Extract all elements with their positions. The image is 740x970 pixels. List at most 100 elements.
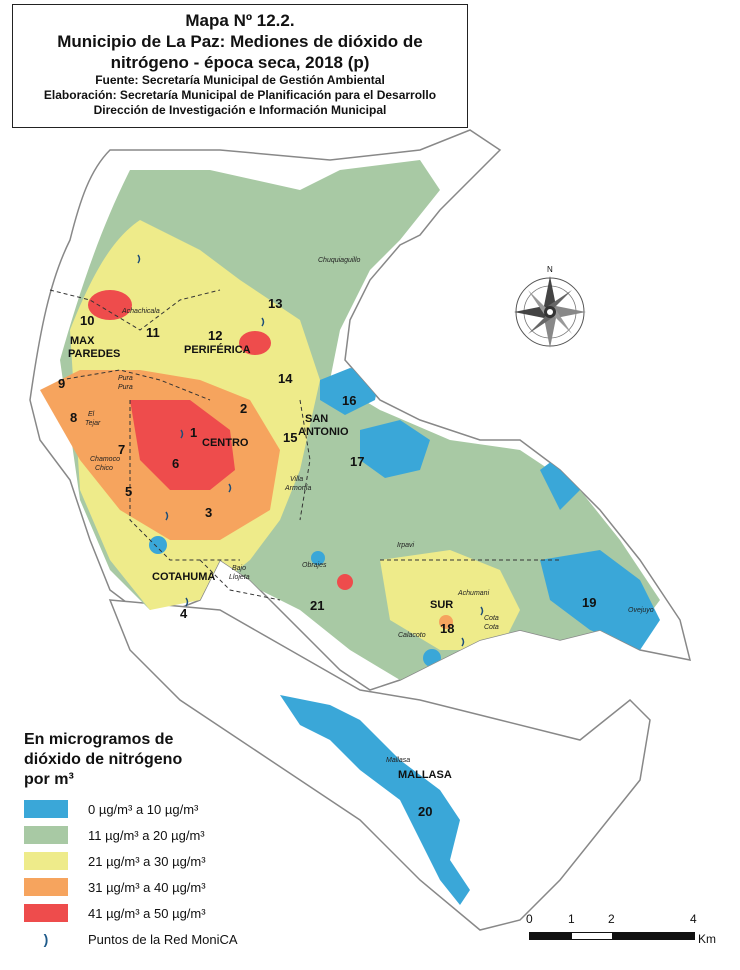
zone-41-50-achachicala <box>88 290 132 320</box>
scale-tick-label: 2 <box>608 912 615 926</box>
district-number: 7 <box>118 442 125 457</box>
zone-41-50-centro <box>130 400 235 490</box>
compass-rose: N <box>514 265 586 348</box>
place-label: Calacoto <box>398 632 426 639</box>
map-direction: Dirección de Investigación e Información… <box>93 103 387 117</box>
place-label: Chuquiaguillo <box>318 257 361 264</box>
legend-swatch <box>24 904 68 922</box>
place-label: Cota <box>484 624 499 631</box>
legend-item-monitoring: ) Puntos de la Red MoniCA <box>24 926 264 952</box>
district-number: 11 <box>146 325 160 340</box>
place-label: Achachicala <box>121 308 160 315</box>
district-boundaries <box>49 289 560 601</box>
monitoring-point-icon <box>228 483 232 493</box>
legend-label: 31 µg/m³ a 40 µg/m³ <box>88 879 206 895</box>
district-number: 18 <box>440 621 454 636</box>
place-label: Obrajes <box>302 562 327 569</box>
district-number: 15 <box>283 430 297 445</box>
map-title-line-2: nitrógeno - época seca, 2018 (p) <box>110 53 370 72</box>
macrodistrict-label: MAX <box>70 335 95 347</box>
zone-21-30-sur <box>380 550 520 650</box>
legend: En microgramos de dióxido de nitrógeno p… <box>24 730 264 952</box>
place-label: Chamoco <box>90 456 120 463</box>
monitoring-point-icon <box>180 429 184 439</box>
map-title-line-1: Municipio de La Paz: Mediones de dióxido… <box>57 32 423 51</box>
place-label: Llojeta <box>229 574 250 581</box>
zone-41-50-periferica <box>239 331 271 355</box>
place-label: Pura <box>118 384 133 391</box>
legend-swatch <box>24 852 68 870</box>
place-label: Tejar <box>85 420 101 427</box>
map-elaboration: Elaboración: Secretaría Municipal de Pla… <box>43 88 437 102</box>
zone-0-10-mallasa <box>280 695 470 905</box>
legend-item: 41 µg/m³ a 50 µg/m³ <box>24 900 264 926</box>
place-label: Villa <box>290 476 303 483</box>
legend-item: 31 µg/m³ a 40 µg/m³ <box>24 874 264 900</box>
scale-unit: Km <box>698 932 716 946</box>
district-number: 4 <box>180 606 188 621</box>
legend-item: 21 µg/m³ a 30 µg/m³ <box>24 848 264 874</box>
macrodistrict-label: CENTRO <box>202 437 249 449</box>
monitoring-point-icon: ) <box>43 931 49 947</box>
legend-label: 41 µg/m³ a 50 µg/m³ <box>88 905 206 921</box>
monitoring-point-icon <box>261 317 265 327</box>
legend-title-line-1: En microgramos de <box>24 731 174 748</box>
scale-segment <box>613 932 695 940</box>
scale-segment <box>529 932 571 940</box>
district-number: 9 <box>58 376 65 391</box>
compass-north-label: N <box>547 265 553 274</box>
macrodistrict-label: PERIFÉRICA <box>184 343 251 356</box>
district-number: 3 <box>205 505 212 520</box>
legend-swatch <box>24 826 68 844</box>
place-label: Pura <box>118 375 133 382</box>
district-number: 12 <box>208 328 222 343</box>
legend-label: 21 µg/m³ a 30 µg/m³ <box>88 853 206 869</box>
zone-0-10-17 <box>360 420 430 478</box>
place-label: Armonía <box>284 485 312 492</box>
monitoring-point-icon <box>165 511 169 521</box>
monitoring-point-icon <box>137 254 141 264</box>
place-label: Achumani <box>457 590 490 597</box>
district-number: 1 <box>190 425 197 440</box>
place-label: Cota <box>484 615 499 622</box>
district-number: 19 <box>582 595 596 610</box>
macrodistrict-label: SAN <box>305 413 328 425</box>
macrodistrict-label: SUR <box>430 599 453 611</box>
legend-item: 11 µg/m³ a 20 µg/m³ <box>24 822 264 848</box>
place-labels: Chuquiaguillo Achachicala Pura Pura El T… <box>85 257 654 764</box>
monitoring-point-icon <box>461 637 465 647</box>
scale-tick-label: 1 <box>568 912 575 926</box>
place-label: El <box>88 411 95 418</box>
macrodistrict-label: MALLASA <box>398 769 452 781</box>
zone-41-50-obrajes <box>337 574 353 590</box>
district-number: 6 <box>172 456 179 471</box>
district-number: 21 <box>310 598 324 613</box>
place-label: Irpavi <box>397 542 415 549</box>
monitoring-points <box>137 254 484 647</box>
zone-0-10-19 <box>540 550 660 650</box>
scale-segment <box>571 932 613 940</box>
legend-label: 0 µg/m³ a 10 µg/m³ <box>88 801 199 817</box>
place-label: Mallasa <box>386 757 410 764</box>
macrodistrict-label: COTAHUMA <box>152 571 215 583</box>
zone-31-40-sur <box>439 615 453 629</box>
district-number: 2 <box>240 401 247 416</box>
legend-title-line-3: por m³ <box>24 771 74 788</box>
place-label: Chico <box>95 465 113 472</box>
macrodistrict-label: ANTONIO <box>298 426 349 438</box>
district-number: 13 <box>268 296 282 311</box>
district-number-labels: 10 11 12 13 14 9 8 7 1 2 6 5 3 4 15 16 1… <box>58 296 596 819</box>
district-number: 8 <box>70 410 77 425</box>
district-number: 20 <box>418 804 432 819</box>
map-source: Fuente: Secretaría Municipal de Gestión … <box>95 73 385 87</box>
map-number: Mapa Nº 12.2. <box>185 11 295 30</box>
legend-points-label: Puntos de la Red MoniCA <box>88 931 238 947</box>
scale-bar: 0 1 2 4 Km <box>520 912 730 952</box>
monitoring-point-icon <box>480 606 484 616</box>
district-number: 16 <box>342 393 356 408</box>
legend-label: 11 µg/m³ a 20 µg/m³ <box>88 827 205 843</box>
legend-swatch <box>24 878 68 896</box>
macrodistrict-labels: MAX PAREDES PERIFÉRICA CENTRO SAN ANTONI… <box>68 335 453 781</box>
zone-0-10-obrajes <box>311 551 325 565</box>
